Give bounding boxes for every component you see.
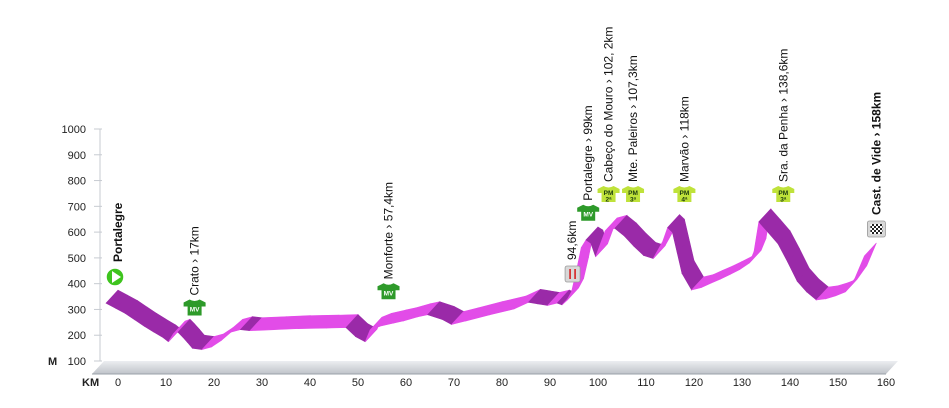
jersey-label: MV xyxy=(190,307,200,314)
jersey-shape xyxy=(183,299,206,316)
y-tick-label: 200 xyxy=(68,330,86,342)
feed-box xyxy=(564,265,581,283)
jersey-label: MV xyxy=(583,212,593,219)
x-tick-label: 150 xyxy=(829,377,847,389)
start-arrow xyxy=(112,271,121,283)
jersey-shape xyxy=(622,186,645,202)
jersey-label: PM xyxy=(778,190,788,197)
x-tick-label: 160 xyxy=(877,377,895,389)
jersey-label: PM xyxy=(604,190,614,197)
y-tick-label: 300 xyxy=(68,304,86,316)
y-tick-label: 400 xyxy=(68,279,86,291)
x-tick-label: 130 xyxy=(733,377,751,389)
y-tick-label: 600 xyxy=(68,227,86,239)
finish-flag-icon xyxy=(867,220,886,238)
x-tick-label: 10 xyxy=(160,377,172,389)
x-tick-label: 30 xyxy=(256,377,268,389)
x-tick-label: 90 xyxy=(544,377,556,389)
x-axis: 0 10 20 30 40 50 60 70 80 90 100 110 120 130 140 150 160 xyxy=(115,377,895,389)
waypoint-label-feed-zone: 94,6km xyxy=(565,221,579,260)
waypoint-label-monforte: Monforte › 57,4km xyxy=(382,182,396,279)
waypoint-label-mte-paleiros: Mte. Paleiros › 107,3km xyxy=(626,55,640,182)
y-axis: 100 200 300 400 500 600 700 800 900 1000 xyxy=(62,124,102,368)
jersey-shape xyxy=(377,283,400,300)
jersey-label: PM xyxy=(628,190,638,197)
jersey-shape xyxy=(673,186,696,202)
x-tick-label: 110 xyxy=(637,377,655,389)
jersey-icon: MV xyxy=(377,283,400,300)
y-tick-label: 800 xyxy=(68,176,86,188)
axes: 100 200 300 400 500 600 700 800 900 1000 0 10 20 30 4… xyxy=(48,124,898,389)
jersey-shape xyxy=(597,186,620,202)
y-tick-label: 1000 xyxy=(62,124,86,136)
waypoint-label-portalegre-99: Portalegre › 99km xyxy=(581,105,595,200)
x-tick-label: 80 xyxy=(496,377,508,389)
x-tick-label: 100 xyxy=(589,377,607,389)
x-tick-label: 120 xyxy=(685,377,703,389)
jersey-shape xyxy=(577,204,600,221)
jersey-icon: MV xyxy=(577,204,600,221)
jersey-label: PM xyxy=(680,190,690,197)
elevation-profile xyxy=(105,207,877,351)
x-tick-label: 40 xyxy=(304,377,316,389)
feed-zone-icon xyxy=(564,265,581,283)
waypoint-label-cast-de-vide: Cast. de Vide › 158km xyxy=(869,92,883,215)
y-tick-label: 500 xyxy=(68,253,86,265)
profile-segment xyxy=(854,242,877,279)
waypoint-label-cabeco-do-mouro: Cabeço do Mouro › 102, 2km xyxy=(602,27,616,182)
jersey-icon: MV xyxy=(183,299,206,316)
x-axis-title: KM xyxy=(82,377,99,389)
jersey-category: 3ª xyxy=(780,197,787,204)
checkered-flag xyxy=(870,224,883,234)
jersey-category: 2ª xyxy=(606,197,613,204)
jersey-category: 3ª xyxy=(630,197,637,204)
waypoint-label-marvao: Marvão › 118km xyxy=(677,96,691,182)
x-tick-label: 70 xyxy=(448,377,460,389)
waypoint-label-portalegre-start: Portalegre xyxy=(111,202,125,262)
waypoint-label-sra-da-penha: Sra. da Penha › 138,6km xyxy=(776,49,790,182)
y-axis-title: M xyxy=(48,356,57,368)
start-icon xyxy=(105,267,125,287)
waypoint-label-crato: Crato › 17km xyxy=(188,226,202,295)
jersey-category: 4ª xyxy=(681,197,688,204)
chart-floor xyxy=(92,361,898,375)
x-tick-label: 60 xyxy=(400,377,412,389)
x-tick-label: 20 xyxy=(208,377,220,389)
x-tick-label: 140 xyxy=(781,377,799,389)
x-tick-label: 0 xyxy=(115,377,121,389)
x-tick-label: 50 xyxy=(352,377,364,389)
jersey-label: MV xyxy=(384,290,394,297)
profile-segment xyxy=(844,265,868,293)
y-tick-label: 100 xyxy=(68,356,86,368)
waypoint-markers: Portalegre MV Crato › 17km MV Monforte › 57,… xyxy=(105,27,886,316)
y-tick-label: 700 xyxy=(68,201,86,213)
y-tick-label: 900 xyxy=(68,150,86,162)
jersey-shape xyxy=(772,186,795,202)
floor-band xyxy=(92,361,898,374)
